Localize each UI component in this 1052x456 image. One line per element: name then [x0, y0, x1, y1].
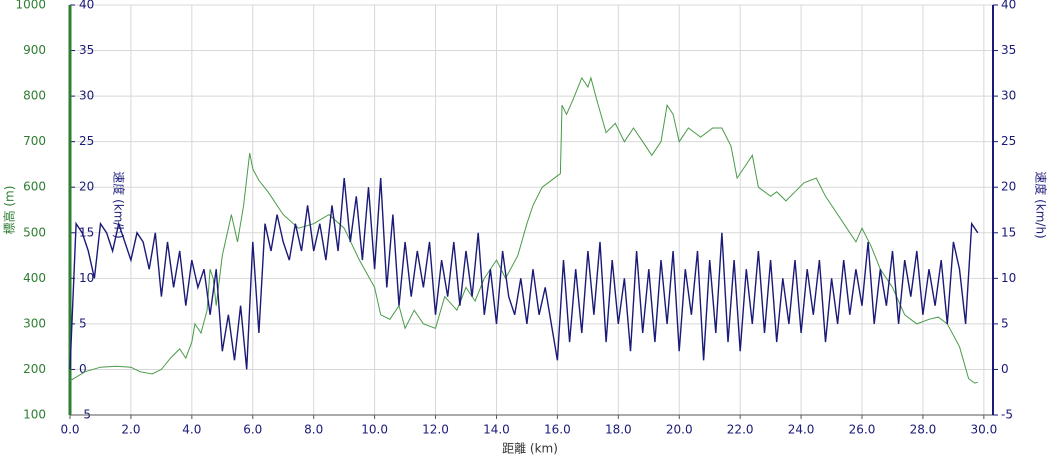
y-tick-label: 800 [23, 89, 46, 103]
y2-axis-title-inner: 速度 (km/h) [112, 171, 127, 238]
x-tick-label: 30.0 [971, 423, 998, 437]
x-tick-label: 10.0 [361, 423, 388, 437]
x-tick-label: 24.0 [788, 423, 815, 437]
x-tick-label: 4.0 [182, 423, 201, 437]
y-tick-label: 100 [23, 408, 46, 422]
y2-tick-label: 30 [1001, 89, 1016, 103]
y2-tick-label: 35 [1001, 43, 1016, 57]
x-tick-label: 12.0 [422, 423, 449, 437]
x-tick-label: 28.0 [910, 423, 937, 437]
y-tick-label: 400 [23, 271, 46, 285]
y2-axis-title: 速度 (km/h) [1034, 171, 1049, 238]
y2-tick-label: 25 [1001, 134, 1016, 148]
y-axis-title: 標高 (m) [2, 186, 17, 235]
x-tick-label: 22.0 [727, 423, 754, 437]
y-tick-label: 200 [23, 362, 46, 376]
y-tick-label: 900 [23, 43, 46, 57]
x-tick-label: 16.0 [544, 423, 571, 437]
x-tick-label: 20.0 [666, 423, 693, 437]
y-tick-label: 1000 [15, 0, 46, 12]
x-tick-label: 18.0 [605, 423, 632, 437]
y2-tick-label: 25 [79, 134, 94, 148]
x-tick-label: 14.0 [483, 423, 510, 437]
x-tick-label: 6.0 [243, 423, 262, 437]
x-axis-title: 距離 (km) [502, 442, 558, 456]
y2-tick-label: 35 [79, 43, 94, 57]
y-tick-label: 600 [23, 180, 46, 194]
y2-tick-label: 15 [1001, 225, 1016, 239]
y2-tick-label: 10 [1001, 271, 1016, 285]
y2-tick-label: -5 [1001, 408, 1013, 422]
series-line [69, 76, 978, 384]
x-tick-label: 0.0 [60, 423, 79, 437]
y2-tick-label: 30 [79, 89, 94, 103]
x-tick-label: 2.0 [121, 423, 140, 437]
y2-tick-label: 5 [1001, 316, 1009, 330]
y2-tick-label: 0 [1001, 362, 1009, 376]
series-line [69, 178, 979, 370]
y-tick-label: 500 [23, 225, 46, 239]
y2-tick-label: 10 [79, 271, 94, 285]
y2-tick-label: 0 [79, 362, 87, 376]
y2-tick-label: 20 [1001, 180, 1016, 194]
x-tick-label: 8.0 [304, 423, 323, 437]
y2-tick-label: 5 [79, 316, 87, 330]
y-tick-label: 700 [23, 134, 46, 148]
y-tick-label: 300 [23, 316, 46, 330]
y2-tick-label: 20 [79, 180, 94, 194]
y2-tick-label: 40 [79, 0, 94, 12]
y2-tick-label: 40 [1001, 0, 1016, 12]
x-tick-label: 26.0 [849, 423, 876, 437]
